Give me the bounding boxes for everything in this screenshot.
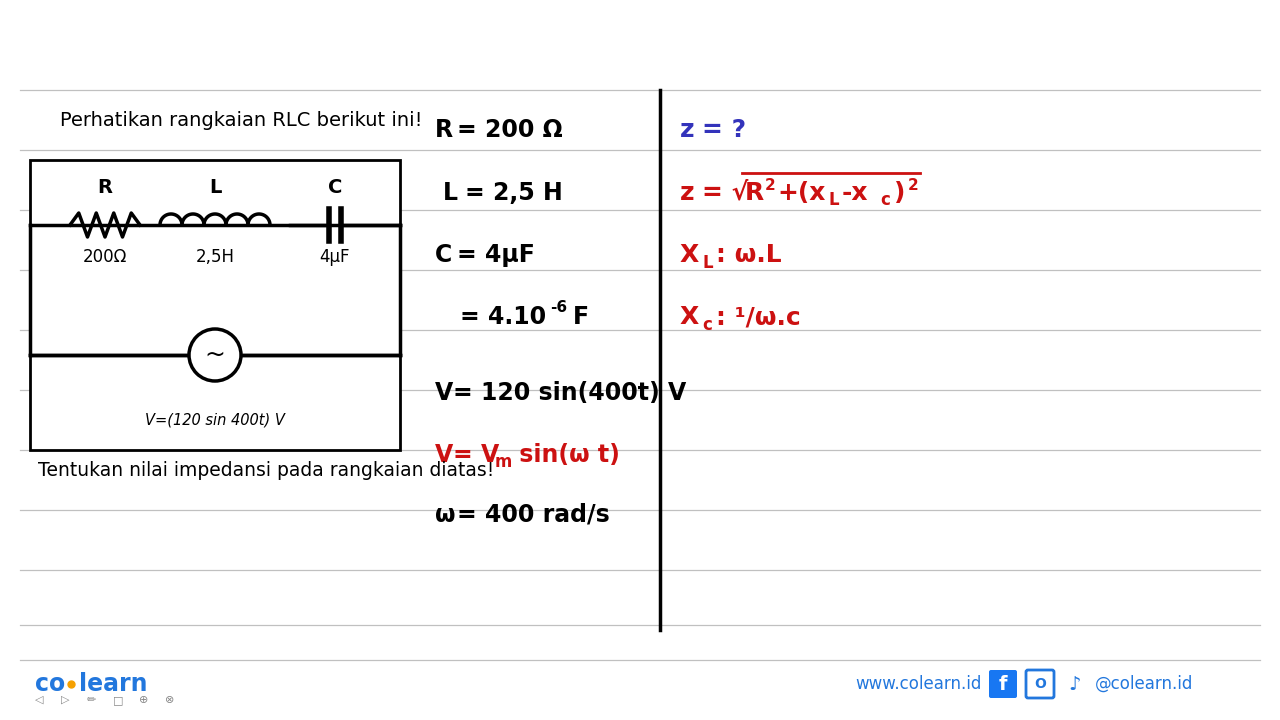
Text: = 120 sin(400t) V: = 120 sin(400t) V (453, 381, 686, 405)
Text: learn: learn (79, 672, 147, 696)
Text: : ¹/ω.c: : ¹/ω.c (716, 305, 801, 329)
Bar (29, 160, 399, 450)
Text: L: L (828, 191, 838, 209)
Text: = V: = V (453, 443, 499, 467)
Text: 4μF: 4μF (320, 248, 351, 266)
Text: = 400 rad/s: = 400 rad/s (457, 503, 609, 527)
Text: = 4μF: = 4μF (457, 243, 535, 267)
Text: X: X (680, 305, 699, 329)
Text: z: z (680, 118, 695, 142)
Circle shape (189, 329, 241, 381)
FancyBboxPatch shape (989, 670, 1018, 698)
Text: R: R (97, 178, 113, 197)
Text: L: L (443, 181, 458, 205)
Text: F: F (573, 305, 589, 329)
Text: = ?: = ? (701, 118, 746, 142)
Text: c: c (881, 191, 890, 209)
Text: R: R (435, 118, 453, 142)
Text: www.colearn.id: www.colearn.id (855, 675, 982, 693)
Text: V=(120 sin 400t) V: V=(120 sin 400t) V (145, 413, 285, 428)
Text: f: f (998, 675, 1007, 693)
Text: C: C (435, 243, 452, 267)
Text: c: c (701, 316, 712, 334)
Text: V: V (435, 443, 453, 467)
Text: ): ) (893, 181, 905, 205)
Text: co: co (35, 672, 65, 696)
Text: 2: 2 (765, 178, 776, 192)
Text: R: R (745, 181, 764, 205)
Text: 2: 2 (908, 178, 919, 192)
Text: V: V (435, 381, 453, 405)
Text: z: z (680, 181, 695, 205)
Text: -x: -x (842, 181, 869, 205)
Text: C: C (328, 178, 342, 197)
Text: L: L (701, 254, 713, 272)
Text: ~: ~ (205, 343, 225, 367)
Text: = 2,5 H: = 2,5 H (465, 181, 563, 205)
Text: Perhatikan rangkaian RLC berikut ini!: Perhatikan rangkaian RLC berikut ini! (60, 110, 422, 130)
Text: 2,5H: 2,5H (196, 248, 234, 266)
Text: ✏: ✏ (87, 695, 96, 705)
Text: ω: ω (435, 503, 456, 527)
Text: m: m (495, 453, 512, 471)
Text: ♪: ♪ (1069, 675, 1082, 693)
Text: X: X (680, 243, 699, 267)
Text: = 200 Ω: = 200 Ω (457, 118, 563, 142)
Text: -6: -6 (550, 300, 567, 315)
Text: ⊗: ⊗ (165, 695, 174, 705)
Text: @colearn.id: @colearn.id (1094, 675, 1193, 693)
Text: O: O (1034, 677, 1046, 691)
Text: +(x: +(x (777, 181, 826, 205)
Text: ▷: ▷ (61, 695, 69, 705)
Text: ◁: ◁ (35, 695, 44, 705)
Text: □: □ (113, 695, 123, 705)
Text: L: L (209, 178, 221, 197)
Text: : ω.L: : ω.L (716, 243, 782, 267)
Text: 200Ω: 200Ω (83, 248, 127, 266)
Text: sin(ω t): sin(ω t) (511, 443, 620, 467)
Text: = 4.10: = 4.10 (460, 305, 547, 329)
Text: Tentukan nilai impedansi pada rangkaian diatas!: Tentukan nilai impedansi pada rangkaian … (38, 461, 494, 480)
Text: ⊕: ⊕ (140, 695, 148, 705)
Text: = √: = √ (701, 181, 749, 205)
